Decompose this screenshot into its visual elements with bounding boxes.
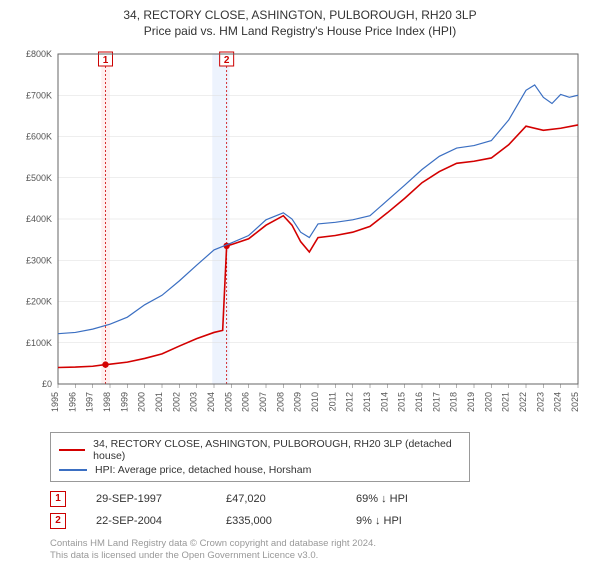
svg-text:£700K: £700K <box>26 90 52 100</box>
line-chart-svg: £0 £100K £200K £300K £400K £500K £600K £700K £80… <box>10 44 590 424</box>
svg-text:£500K: £500K <box>26 172 52 182</box>
svg-text:2006: 2006 <box>241 392 251 412</box>
svg-text:2003: 2003 <box>189 392 199 412</box>
svg-text:2009: 2009 <box>293 392 303 412</box>
svg-text:£300K: £300K <box>26 255 52 265</box>
svg-text:2023: 2023 <box>535 392 545 412</box>
marker-number-box: 1 <box>50 491 66 507</box>
transaction-delta: 69% ↓ HPI <box>356 493 456 505</box>
svg-text:2008: 2008 <box>275 392 285 412</box>
svg-text:2016: 2016 <box>414 392 424 412</box>
svg-text:1: 1 <box>103 55 109 66</box>
svg-text:£200K: £200K <box>26 296 52 306</box>
transaction-price: £47,020 <box>226 493 326 505</box>
svg-text:2010: 2010 <box>310 392 320 412</box>
footer-line-2: This data is licensed under the Open Gov… <box>50 550 590 562</box>
svg-text:2014: 2014 <box>379 392 389 412</box>
chart-title: 34, RECTORY CLOSE, ASHINGTON, PULBOROUGH… <box>10 8 590 24</box>
transaction-delta: 9% ↓ HPI <box>356 515 456 527</box>
footer-attribution: Contains HM Land Registry data © Crown c… <box>50 538 590 562</box>
svg-text:2019: 2019 <box>466 392 476 412</box>
chart-area: £0 £100K £200K £300K £400K £500K £600K £700K £80… <box>10 44 590 424</box>
svg-text:1996: 1996 <box>67 392 77 412</box>
svg-text:2022: 2022 <box>518 392 528 412</box>
svg-text:2021: 2021 <box>501 392 511 412</box>
svg-text:£0: £0 <box>42 379 52 389</box>
svg-text:2017: 2017 <box>431 392 441 412</box>
legend-item: HPI: Average price, detached house, Hors… <box>59 463 461 477</box>
svg-text:2000: 2000 <box>137 392 147 412</box>
svg-text:£800K: £800K <box>26 49 52 59</box>
svg-text:2018: 2018 <box>449 392 459 412</box>
svg-text:2013: 2013 <box>362 392 372 412</box>
legend-item: 34, RECTORY CLOSE, ASHINGTON, PULBOROUGH… <box>59 437 461 463</box>
svg-text:£100K: £100K <box>26 337 52 347</box>
transaction-date: 29-SEP-1997 <box>96 493 196 505</box>
footer-line-1: Contains HM Land Registry data © Crown c… <box>50 538 590 550</box>
svg-text:2004: 2004 <box>206 392 216 412</box>
transaction-table: 1 29-SEP-1997 £47,020 69% ↓ HPI 2 22-SEP-2004… <box>50 488 590 532</box>
svg-text:2012: 2012 <box>345 392 355 412</box>
legend-swatch <box>59 469 87 471</box>
transaction-row: 2 22-SEP-2004 £335,000 9% ↓ HPI <box>50 510 590 532</box>
svg-text:1999: 1999 <box>119 392 129 412</box>
transaction-price: £335,000 <box>226 515 326 527</box>
svg-text:£600K: £600K <box>26 131 52 141</box>
svg-text:2011: 2011 <box>327 392 337 411</box>
svg-text:2007: 2007 <box>258 392 268 412</box>
svg-text:2025: 2025 <box>570 392 580 412</box>
legend-label: HPI: Average price, detached house, Hors… <box>95 464 311 476</box>
svg-text:2: 2 <box>224 55 230 66</box>
chart-subtitle: Price paid vs. HM Land Registry's House … <box>10 24 590 38</box>
marker-number-box: 2 <box>50 513 66 529</box>
legend: 34, RECTORY CLOSE, ASHINGTON, PULBOROUGH… <box>50 432 470 482</box>
svg-text:2005: 2005 <box>223 392 233 412</box>
svg-text:1998: 1998 <box>102 392 112 412</box>
svg-text:2024: 2024 <box>553 392 563 412</box>
svg-text:2002: 2002 <box>171 392 181 412</box>
legend-label: 34, RECTORY CLOSE, ASHINGTON, PULBOROUGH… <box>93 438 461 462</box>
legend-swatch <box>59 449 85 451</box>
svg-text:1997: 1997 <box>85 392 95 412</box>
transaction-date: 22-SEP-2004 <box>96 515 196 527</box>
svg-text:2001: 2001 <box>154 392 164 412</box>
svg-text:£400K: £400K <box>26 214 52 224</box>
svg-text:2020: 2020 <box>483 392 493 412</box>
svg-text:1995: 1995 <box>50 392 60 412</box>
svg-text:2015: 2015 <box>397 392 407 412</box>
transaction-row: 1 29-SEP-1997 £47,020 69% ↓ HPI <box>50 488 590 510</box>
